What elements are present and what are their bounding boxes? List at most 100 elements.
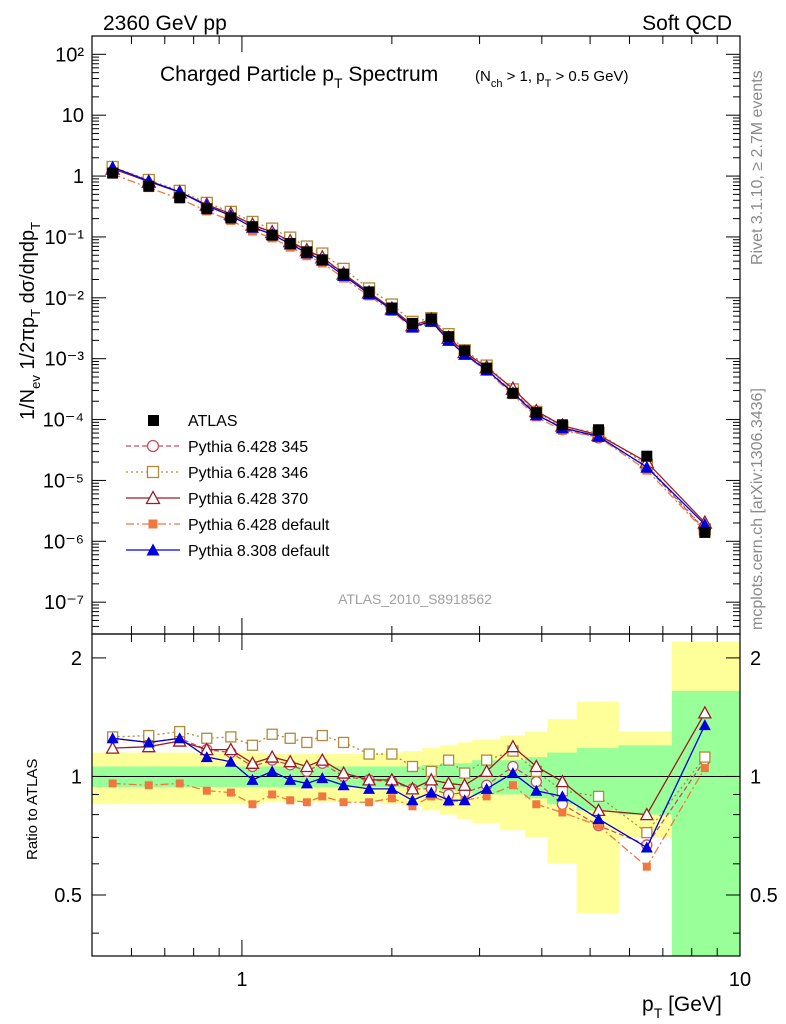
y-tick-label: 10²: [55, 44, 84, 66]
ratio-point-p346: [386, 748, 398, 760]
ratio-point-p346: [225, 731, 237, 743]
ratio-point-p370: [315, 752, 330, 766]
ratio-y-tick-label-right: 0.5: [750, 885, 778, 907]
y-tick-label: 10⁻⁷: [44, 592, 84, 614]
ratio-point-p370: [529, 759, 544, 773]
ratio-y-tick-label: 0.5: [54, 885, 82, 907]
ratio-point-p346: [442, 754, 455, 766]
ratio-point-p346: [363, 748, 375, 760]
y-tick-label: 10: [62, 105, 84, 127]
ratio-point-p8def: [363, 782, 376, 794]
ratio-point-p370: [336, 765, 351, 779]
atlas-data-point: [530, 407, 542, 419]
ratio-point-p8def: [556, 790, 569, 802]
y-tick-label: 10⁻⁴: [43, 410, 84, 432]
ratio-point-p6def: [408, 802, 417, 811]
plot-title: Charged Particle pT Spectrum: [160, 63, 438, 91]
ratio-series-group: [105, 705, 712, 871]
ratio-point-p6def: [268, 790, 277, 799]
ratio-y-tick-label: 1: [71, 766, 82, 788]
legend-atlas-marker: [148, 415, 159, 426]
x-tick-label: 10: [729, 969, 751, 991]
x-tick-label: 1: [236, 969, 247, 991]
ratio-point-p8def: [142, 736, 155, 748]
legend-atlas-label: ATLAS: [188, 413, 238, 430]
ratio-y-tick-label-right: 2: [750, 648, 761, 670]
atlas-data-point: [699, 526, 711, 538]
ratio-point-p346: [592, 790, 605, 803]
ratio-point-p370: [479, 764, 494, 778]
ratio-point-p6def: [226, 788, 235, 797]
ratio-point-p8def: [385, 782, 398, 794]
main-spectrum-panel: 10⁻⁷ 10⁻⁶ 10⁻⁵ 10⁻⁴ 10⁻³ 10⁻² 10⁻¹ 1 10 10² Charg…: [17, 35, 741, 635]
ratio-point-p8def: [246, 773, 259, 785]
ratio-point-p346: [458, 767, 471, 779]
ratio-point-p6def: [700, 764, 709, 773]
ratio-point-p6def: [108, 779, 117, 788]
ratio-point-p346: [481, 754, 493, 766]
ratio-point-p6def: [248, 800, 257, 809]
ratio-point-p370: [283, 754, 298, 768]
series-point-p8def: [592, 429, 606, 442]
x-axis-label: pT [GeV]: [642, 993, 722, 1021]
atlas-data-point: [338, 268, 350, 280]
ratio-point-p346: [337, 736, 350, 749]
atlas-data-point: [363, 286, 375, 298]
ratio-point-p346: [316, 729, 328, 742]
ratio-point-p6def: [318, 792, 327, 801]
ratio-point-p6def: [594, 821, 603, 830]
atlas-data-point: [406, 317, 418, 329]
ratio-point-p6def: [532, 800, 541, 809]
atlas-data-group: [107, 167, 711, 538]
ratio-point-p8def: [106, 732, 119, 744]
ratio-point-p6def: [365, 798, 374, 807]
rivet-label: Rivet 3.1.10, ≥ 2.7M events: [749, 70, 766, 265]
atlas-data-point: [316, 254, 328, 266]
ratio-point-p8def: [200, 751, 213, 763]
ratio-point-p8def: [592, 812, 605, 824]
ratio-point-p370: [223, 742, 238, 756]
process-label: Soft QCD: [642, 12, 732, 35]
atlas-data-point: [425, 313, 437, 325]
ratio-point-p8def: [316, 772, 329, 784]
ratio-point-p8def: [442, 794, 455, 806]
ratio-point-p346: [301, 736, 313, 749]
ratio-point-p346: [641, 826, 653, 839]
ratio-point-p8def: [224, 755, 237, 767]
ratio-point-p6def: [482, 792, 491, 801]
atlas-data-point: [481, 362, 493, 374]
atlas-data-point: [246, 221, 258, 233]
ratio-point-p8def: [173, 732, 186, 744]
ratio-point-p8def: [530, 784, 543, 796]
ratio-point-p346: [406, 760, 419, 773]
main-y-axis-label: 1/Nev 1/2πpT dσ/dηdpT: [17, 222, 43, 420]
ratio-point-p370: [299, 759, 314, 773]
ratio-point-p8def: [266, 765, 279, 777]
ratio-band-green: [618, 745, 673, 815]
y-tick-label: 10⁻¹: [45, 227, 85, 249]
atlas-data-point: [266, 229, 278, 241]
y-tick-label: 10⁻⁵: [43, 470, 84, 492]
atlas-data-point: [301, 246, 313, 258]
ratio-point-p8def: [698, 719, 711, 731]
y-tick-label: 10⁻⁶: [43, 531, 84, 553]
mcplots-label: mcplots.cern.ch [arXiv:1306.3436]: [749, 388, 766, 630]
atlas-data-point: [556, 419, 568, 431]
atlas-data-point: [593, 424, 605, 436]
ratio-line-p6def: [112, 767, 706, 868]
legend-label-p345: Pythia 6.428 345: [188, 439, 308, 456]
atlas-data-point: [225, 212, 237, 224]
ratio-point-p6def: [202, 786, 211, 795]
ratio-point-p8def: [506, 767, 519, 779]
atlas-data-point: [443, 331, 455, 343]
ratio-y-axis-label: Ratio to ATLAS: [24, 759, 41, 860]
ratio-point-p8def: [337, 779, 350, 791]
ratio-point-p8def: [480, 782, 493, 794]
atlas-data-point: [284, 238, 296, 250]
ratio-line-p8def: [112, 724, 706, 849]
ratio-point-p346: [201, 732, 213, 744]
legend-label-p8def: Pythia 8.308 default: [188, 543, 330, 560]
ratio-point-p370: [424, 772, 439, 786]
ratio-point-p370: [441, 776, 456, 790]
